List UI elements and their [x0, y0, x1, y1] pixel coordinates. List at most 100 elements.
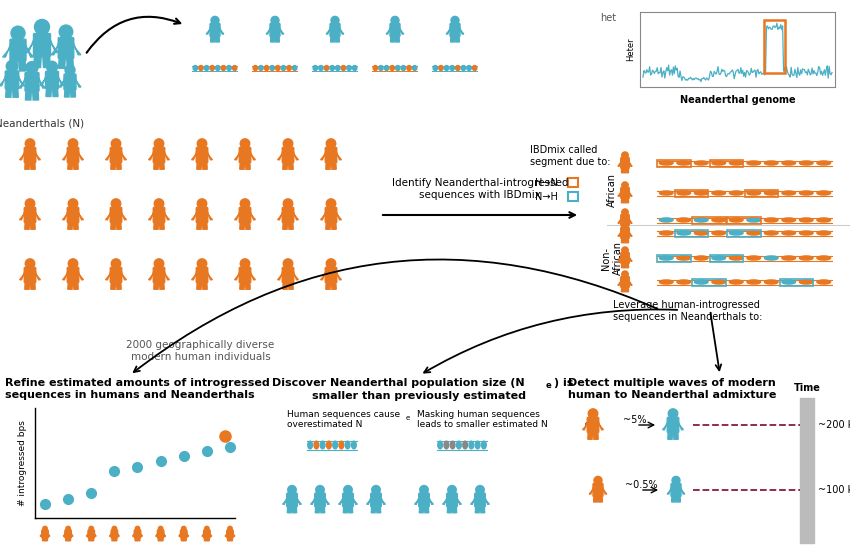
Polygon shape	[71, 532, 73, 536]
Polygon shape	[160, 282, 164, 290]
Ellipse shape	[712, 191, 726, 195]
Polygon shape	[65, 89, 70, 97]
Polygon shape	[380, 496, 385, 504]
Polygon shape	[677, 496, 680, 502]
Polygon shape	[320, 150, 326, 160]
Polygon shape	[336, 36, 339, 42]
Polygon shape	[38, 76, 45, 88]
Polygon shape	[315, 506, 320, 513]
Polygon shape	[419, 506, 423, 513]
Ellipse shape	[281, 66, 286, 71]
Text: Identify Neanderthal-introgressed
sequences with IBDmix: Identify Neanderthal-introgressed sequen…	[392, 179, 569, 200]
Polygon shape	[618, 279, 621, 285]
Ellipse shape	[264, 66, 269, 71]
Polygon shape	[133, 532, 135, 536]
FancyBboxPatch shape	[620, 253, 629, 264]
Bar	[745, 189, 779, 197]
Ellipse shape	[677, 161, 690, 165]
Text: ~100 ka: ~100 ka	[818, 485, 850, 495]
Circle shape	[228, 526, 232, 531]
Polygon shape	[59, 58, 65, 68]
Polygon shape	[292, 506, 297, 513]
Ellipse shape	[253, 66, 258, 71]
Circle shape	[65, 526, 71, 531]
Polygon shape	[116, 222, 122, 229]
Ellipse shape	[330, 66, 334, 71]
Polygon shape	[207, 270, 212, 280]
Ellipse shape	[660, 218, 673, 222]
Polygon shape	[320, 270, 326, 280]
FancyBboxPatch shape	[153, 147, 165, 162]
Ellipse shape	[712, 280, 726, 284]
Polygon shape	[618, 255, 621, 262]
Polygon shape	[628, 255, 632, 262]
Polygon shape	[275, 36, 280, 42]
Ellipse shape	[712, 218, 726, 222]
Ellipse shape	[799, 231, 813, 235]
Polygon shape	[35, 150, 41, 160]
Polygon shape	[320, 210, 326, 220]
Circle shape	[621, 182, 628, 189]
Polygon shape	[40, 532, 43, 536]
Polygon shape	[105, 270, 111, 280]
Polygon shape	[326, 26, 331, 34]
Polygon shape	[621, 237, 625, 242]
Polygon shape	[283, 496, 288, 504]
Polygon shape	[621, 287, 625, 292]
Polygon shape	[618, 160, 621, 166]
Polygon shape	[246, 282, 250, 290]
Polygon shape	[352, 496, 357, 504]
Polygon shape	[598, 420, 604, 430]
Ellipse shape	[401, 66, 405, 71]
FancyBboxPatch shape	[59, 38, 74, 58]
Polygon shape	[94, 532, 96, 536]
Circle shape	[158, 526, 163, 531]
Circle shape	[111, 139, 121, 148]
Polygon shape	[225, 532, 228, 536]
Ellipse shape	[694, 218, 708, 222]
Polygon shape	[196, 162, 201, 169]
Polygon shape	[480, 506, 484, 513]
Bar	[675, 230, 708, 236]
FancyBboxPatch shape	[326, 267, 337, 283]
FancyBboxPatch shape	[67, 147, 79, 162]
FancyBboxPatch shape	[110, 147, 122, 162]
Ellipse shape	[333, 441, 337, 449]
Polygon shape	[668, 432, 672, 439]
Bar	[658, 160, 691, 166]
Polygon shape	[621, 167, 625, 172]
Circle shape	[315, 486, 324, 494]
Polygon shape	[138, 537, 140, 541]
Ellipse shape	[747, 218, 761, 222]
Bar	[764, 20, 785, 73]
Polygon shape	[428, 496, 434, 504]
Ellipse shape	[462, 66, 466, 71]
Polygon shape	[292, 210, 298, 220]
Ellipse shape	[660, 161, 673, 165]
Polygon shape	[626, 263, 628, 268]
Polygon shape	[211, 36, 214, 42]
FancyBboxPatch shape	[33, 34, 50, 57]
Ellipse shape	[319, 66, 323, 71]
Ellipse shape	[712, 256, 726, 260]
Polygon shape	[163, 532, 166, 536]
Text: Masking human sequences
leads to smaller estimated N: Masking human sequences leads to smaller…	[417, 410, 547, 430]
FancyBboxPatch shape	[239, 267, 251, 283]
Ellipse shape	[467, 66, 471, 71]
Polygon shape	[49, 38, 59, 53]
FancyBboxPatch shape	[447, 493, 457, 507]
Circle shape	[6, 60, 18, 72]
Polygon shape	[246, 162, 250, 169]
Ellipse shape	[216, 66, 220, 71]
Polygon shape	[250, 210, 256, 220]
Ellipse shape	[782, 231, 796, 235]
Polygon shape	[154, 282, 158, 290]
Ellipse shape	[747, 231, 761, 235]
Polygon shape	[116, 532, 119, 536]
Polygon shape	[626, 198, 628, 203]
Ellipse shape	[764, 161, 778, 165]
Text: ~200 ka: ~200 ka	[818, 420, 850, 430]
Polygon shape	[196, 222, 201, 229]
Polygon shape	[207, 150, 212, 160]
Circle shape	[271, 16, 279, 25]
